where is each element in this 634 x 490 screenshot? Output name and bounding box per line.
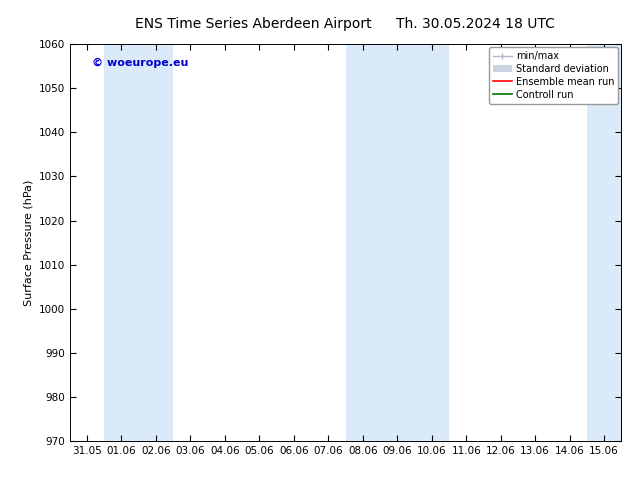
Text: ENS Time Series Aberdeen Airport: ENS Time Series Aberdeen Airport bbox=[135, 17, 372, 31]
Legend: min/max, Standard deviation, Ensemble mean run, Controll run: min/max, Standard deviation, Ensemble me… bbox=[489, 47, 618, 103]
Bar bbox=[346, 44, 449, 441]
Text: Th. 30.05.2024 18 UTC: Th. 30.05.2024 18 UTC bbox=[396, 17, 555, 31]
Y-axis label: Surface Pressure (hPa): Surface Pressure (hPa) bbox=[23, 179, 33, 306]
Bar bbox=[587, 44, 621, 441]
Bar bbox=[104, 44, 173, 441]
Text: © woeurope.eu: © woeurope.eu bbox=[92, 58, 188, 68]
